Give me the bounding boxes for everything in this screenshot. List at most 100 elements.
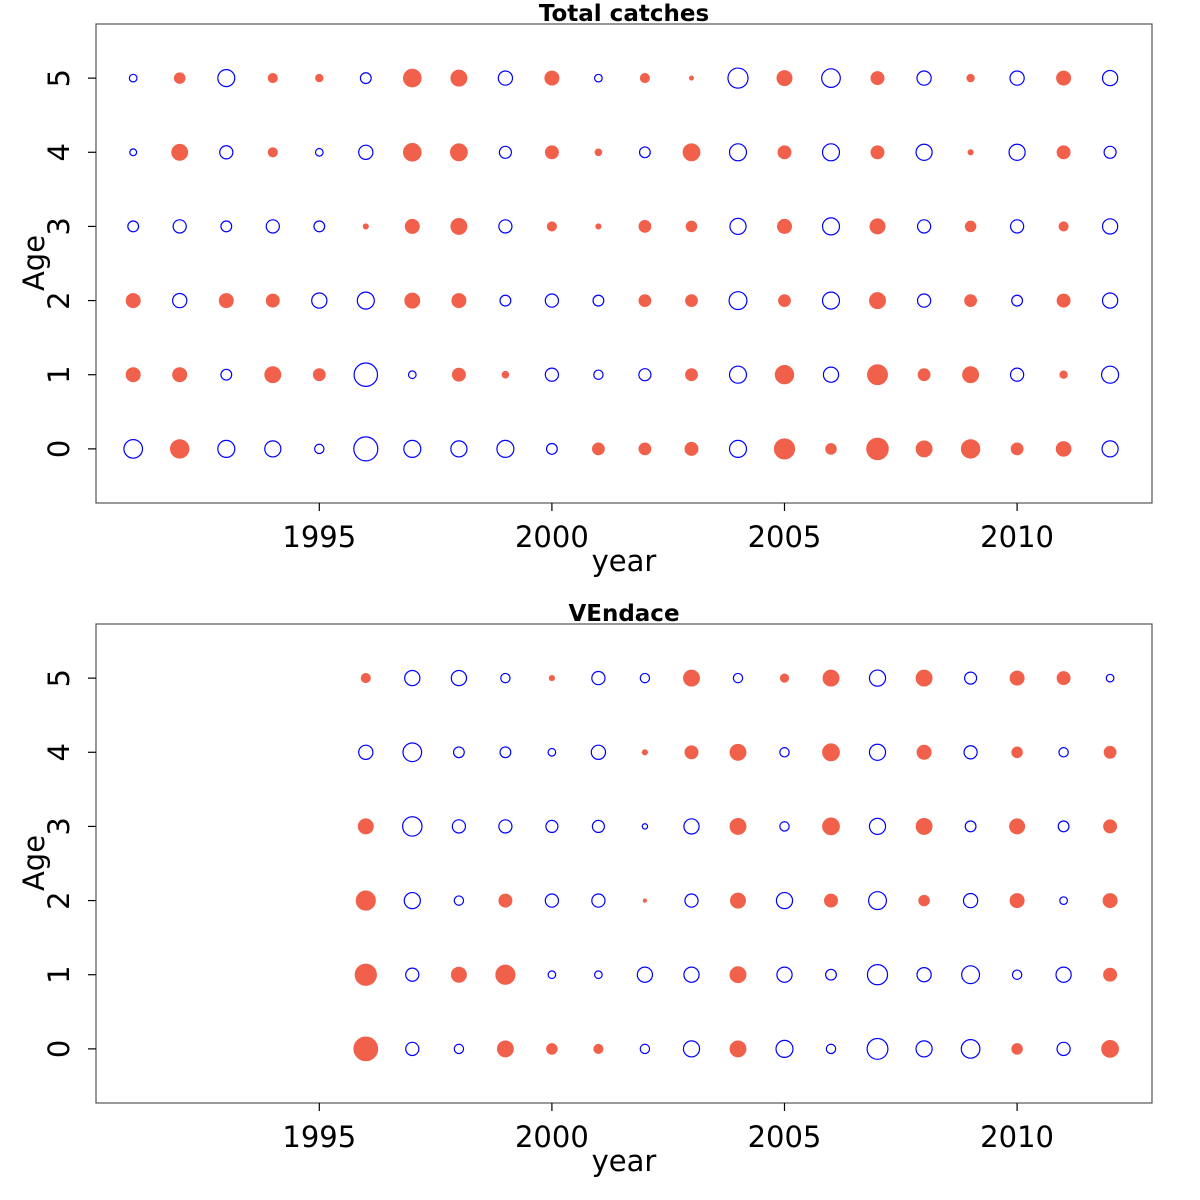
bubble-age1-1997 [407,370,417,380]
x-tick-label-2010: 2010 [980,1120,1054,1154]
bubble-age4-2007 [870,145,885,160]
bubble-age4-2000 [544,145,559,160]
bubble-age3-2003 [685,220,698,233]
bubble-age5-1992 [173,72,186,84]
bubble-age3-1992 [172,219,187,234]
bubble-age2-2003 [685,294,698,308]
bubble-age2-2005 [778,294,791,308]
bubble-age1-2009 [962,366,980,384]
y-tick-label-2: 2 [42,891,76,909]
bubble-age4-2000 [547,747,557,757]
bubble-age0-2012 [1101,1040,1119,1058]
chart-title: Total catches [539,1,709,27]
bubble-age3-1996 [357,818,374,835]
bubble-age3-1996 [362,223,369,230]
x-tick-label-2010: 2010 [980,520,1054,554]
bubble-age3-1991 [127,220,140,233]
bubble-age2-2007 [867,891,887,911]
bubble-age4-2006 [821,143,841,162]
bubble-age0-1992 [169,439,190,459]
bubble-age4-2005 [777,145,792,160]
bubble-age3-1999 [498,819,513,834]
y-tick-label-1: 1 [42,365,76,383]
bubble-age4-2004 [728,143,748,162]
bubble-age0-2006 [825,443,837,455]
bubble-age4-1997 [402,742,423,763]
bubble-age0-2006 [825,1043,837,1055]
bubble-age1-2006 [825,968,837,981]
bubble-age3-2005 [779,821,790,832]
bubble-age4-2012 [1103,745,1117,759]
bubble-age3-2011 [1057,820,1070,833]
bubble-age2-2001 [591,893,606,908]
y-tick-label-2: 2 [42,291,76,309]
bubble-age0-1998 [450,440,468,458]
bubble-age0-1991 [123,439,144,459]
bubble-age5-1991 [128,73,138,83]
bubble-age5-2006 [821,68,841,88]
bubble-age3-2011 [1058,221,1069,232]
x-axis: 1995 2000 2005 2010 [282,503,1054,554]
bubble-age2-2002 [638,294,652,308]
bubble-age0-2009 [960,1038,981,1059]
x-tick-label-2000: 2000 [515,520,589,554]
bubble-age2-1996 [356,291,375,310]
bubble-age2-1997 [403,891,421,910]
bubble-age0-2005 [775,1039,794,1058]
bubble-age0-2008 [915,1040,933,1058]
bubble-age3-2008 [915,817,933,835]
bubble-age4-2010 [1008,143,1026,161]
bubble-age5-2004 [732,672,744,684]
bubble-age4-2001 [594,148,603,157]
bubble-age4-2002 [638,146,651,159]
bubble-age0-1995 [314,443,325,455]
bubble-age5-1997 [402,68,422,88]
bubble-age3-2002 [641,823,649,830]
bubble-age0-2003 [682,1040,701,1058]
y-axis: 0 1 2 3 4 5 [42,69,96,458]
bubble-age2-2003 [684,893,699,908]
bubble-age2-1992 [171,292,188,309]
bubble-age4-1992 [171,143,189,161]
x-tick-label-1995: 1995 [282,1120,356,1154]
bubble-age2-1998 [451,293,467,309]
bubble-age1-2007 [867,364,888,386]
bubble-age5-2008 [916,70,932,86]
bubble-age0-2004 [729,1040,747,1058]
bubble-age1-2002 [638,368,652,382]
bubble-age5-2004 [727,67,749,89]
bubble-age2-1995 [311,292,328,309]
bubble-age3-1997 [404,218,420,234]
bubble-age1-1997 [405,967,420,982]
bubble-age0-1996 [353,436,379,462]
bubble-age5-2003 [689,75,694,81]
bubble-age3-1997 [402,816,423,837]
bubble-age2-2005 [775,891,794,910]
bubble-age3-2005 [777,218,793,234]
bubble-age3-2007 [868,817,887,836]
y-tick-label-1: 1 [42,965,76,983]
bubble-age2-1991 [125,293,141,309]
bubble-age0-2011 [1055,441,1072,457]
bubble-age0-2008 [915,440,933,458]
bubble-age0-1999 [496,439,515,458]
bubble-age4-2011 [1058,747,1069,758]
bubble-age5-2010 [1009,670,1025,686]
bubble-age3-1999 [498,219,513,234]
x-tick-label-1995: 1995 [282,520,356,554]
bubble-age1-2012 [1101,365,1120,384]
bubble-age2-2012 [1101,292,1119,309]
y-tick-label-4: 4 [42,143,76,161]
bubble-age3-2003 [683,818,700,835]
bubble-age4-1995 [314,147,324,157]
bubble-age4-2008 [916,744,932,760]
bubble-age5-2012 [1101,69,1119,87]
bubble-age5-2009 [963,671,978,685]
bubble-age3-2010 [1009,219,1025,234]
bubble-age1-2002 [636,966,654,983]
bubble-age1-2011 [1059,370,1068,379]
bubble-age2-2011 [1056,293,1071,308]
bubble-age5-1998 [450,669,468,687]
bubble-age2-2006 [824,893,838,908]
bubble-age2-2010 [1009,893,1025,909]
